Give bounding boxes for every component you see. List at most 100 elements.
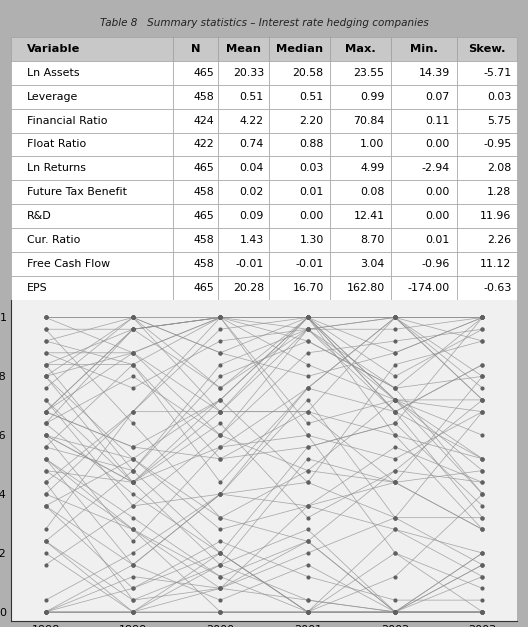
Point [391,312,399,322]
Point [41,607,50,617]
Point [391,395,399,405]
Point [216,572,224,582]
Point [304,407,312,417]
Point [129,312,137,322]
Point [478,489,487,499]
Point [304,348,312,358]
Point [304,595,312,605]
Point [478,383,487,393]
Point [129,607,137,617]
Point [129,407,137,417]
Point [129,359,137,369]
Point [216,312,224,322]
Point [478,371,487,381]
Point [391,418,399,428]
Point [478,524,487,534]
Point [129,536,137,546]
Point [478,607,487,617]
Point [129,560,137,570]
Point [304,324,312,334]
Point [304,607,312,617]
Point [129,324,137,334]
Point [391,607,399,617]
Point [216,442,224,452]
Point [391,477,399,487]
Point [391,548,399,558]
Point [216,489,224,499]
Point [216,477,224,487]
Point [216,442,224,452]
Point [41,501,50,511]
Point [304,324,312,334]
Point [391,371,399,381]
Point [391,383,399,393]
Point [129,501,137,511]
Point [41,465,50,475]
Point [478,595,487,605]
Point [391,407,399,417]
Point [41,477,50,487]
Point [478,607,487,617]
Point [216,395,224,405]
Point [478,560,487,570]
Point [41,359,50,369]
Point [41,312,50,322]
Point [41,607,50,617]
Point [216,548,224,558]
Point [129,312,137,322]
Point [304,572,312,582]
Point [129,501,137,511]
Point [216,407,224,417]
Point [41,418,50,428]
Point [391,312,399,322]
Point [391,465,399,475]
Point [391,348,399,358]
Point [129,607,137,617]
Point [478,524,487,534]
Point [304,312,312,322]
Point [129,407,137,417]
Point [129,348,137,358]
Point [304,336,312,346]
Point [41,465,50,475]
Point [41,407,50,417]
Point [41,501,50,511]
Point [129,477,137,487]
Point [216,560,224,570]
Point [478,407,487,417]
Point [304,336,312,346]
Point [391,312,399,322]
Point [478,607,487,617]
Point [391,477,399,487]
Point [41,489,50,499]
Point [216,312,224,322]
Point [129,454,137,464]
Point [478,465,487,475]
Point [478,395,487,405]
Point [478,513,487,523]
Point [129,465,137,475]
Point [41,312,50,322]
Point [41,359,50,369]
Point [304,324,312,334]
Point [216,560,224,570]
Point [41,348,50,358]
Point [216,583,224,593]
Point [216,312,224,322]
Point [391,418,399,428]
Point [478,560,487,570]
Point [391,477,399,487]
Point [129,312,137,322]
Point [304,477,312,487]
Point [41,595,50,605]
Point [478,454,487,464]
Point [129,312,137,322]
Point [478,560,487,570]
Point [304,536,312,546]
Point [478,607,487,617]
Point [129,348,137,358]
Point [304,324,312,334]
Point [304,383,312,393]
Point [478,489,487,499]
Point [41,312,50,322]
